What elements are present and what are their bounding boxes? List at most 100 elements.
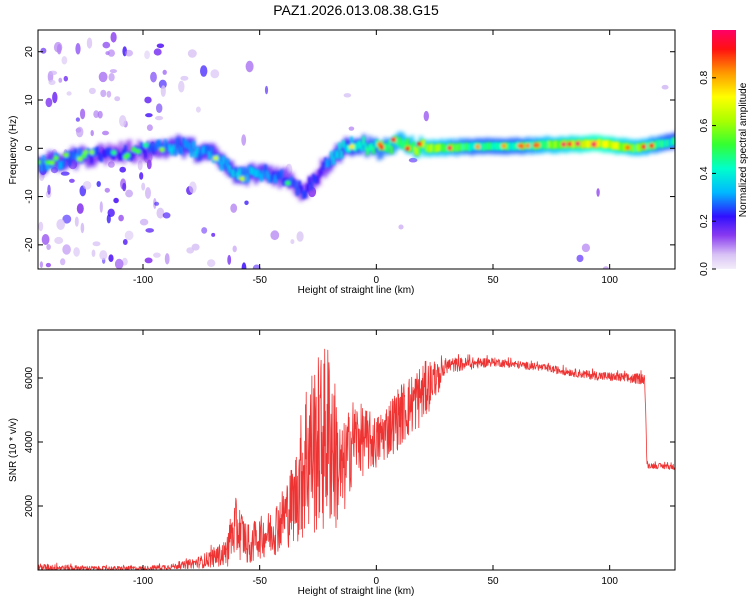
spectrogram-ridge-halo-cell xyxy=(128,139,132,156)
spectrogram-noise-blob xyxy=(139,172,144,180)
spectrogram-ridge-cell xyxy=(646,141,649,150)
spectrogram-noise-blob xyxy=(119,166,126,173)
spectrogram-ridge-cell xyxy=(312,173,315,182)
spectrogram-ridge-halo-cell xyxy=(278,172,282,189)
spectrogram-ridge-cell xyxy=(444,144,447,153)
spectrogram-ridge-cell xyxy=(440,143,443,152)
spectrogram-ridge-cell xyxy=(620,142,623,151)
spectrogram-noise-blob xyxy=(110,32,117,43)
spectrogram-ridge-cell xyxy=(240,167,243,176)
spectrogram-ridge-cell xyxy=(622,143,625,152)
spectrogram-ridge-cell xyxy=(124,145,127,153)
spectrogram-ridge-cell xyxy=(246,174,249,183)
spectrogram-ridge-cell xyxy=(148,144,151,153)
spectrogram-noise-blob xyxy=(62,244,71,255)
spectrogram-ridge-cell xyxy=(438,143,441,152)
spectrogram-ridge-cell xyxy=(616,141,619,150)
spectrogram-ridge-cell xyxy=(154,143,157,152)
spectrogram-noise-blob xyxy=(180,75,189,81)
spectrogram-ridge-cell xyxy=(604,140,607,149)
spectrogram-ridge-cell xyxy=(374,140,377,149)
spectrogram-noise-blob xyxy=(156,43,165,49)
spectrogram-noise-blob xyxy=(82,181,92,190)
spectrogram-noise-blob xyxy=(343,93,352,98)
spectrogram-ridge-cell xyxy=(596,139,599,148)
spectrogram-y-axis-label: Frequency (Hz) xyxy=(8,116,19,185)
spectrogram-ridge-cell xyxy=(388,140,391,148)
spectrogram-ridge-cell xyxy=(250,166,253,175)
spectrogram-ridge-cell xyxy=(662,139,665,148)
spectrogram-ridge-cell xyxy=(304,190,307,198)
spectrogram-ridge-peak xyxy=(135,149,141,154)
spectrogram-noise-blob xyxy=(154,201,160,206)
spectrogram-ridge-cell xyxy=(510,142,513,151)
spectrogram-ridge-halo-cell xyxy=(98,143,102,160)
spectrogram-noise-blob xyxy=(99,250,108,261)
spectrogram-noise-blob xyxy=(74,216,79,227)
spectrogram-noise-blob xyxy=(114,258,124,269)
spectrogram-ridge-cell xyxy=(606,139,609,148)
spectrogram-ridge-peak xyxy=(111,150,117,156)
spectrogram-noise-blob xyxy=(139,218,149,226)
spectrogram-noise-blob xyxy=(69,178,75,183)
spectrogram-ridge-cell xyxy=(164,139,167,148)
spectrogram-ridge-cell xyxy=(310,182,313,191)
spectrogram-ridge-cell xyxy=(472,142,475,151)
spectrogram-ridge-peak xyxy=(649,143,655,149)
spectrogram-ridge-cell xyxy=(342,140,345,149)
spectrogram-ridge-peak xyxy=(125,152,131,158)
spectrogram-ridge-peak xyxy=(49,160,55,166)
spectrogram-noise-blob xyxy=(211,232,216,237)
snr-series-line xyxy=(38,348,675,570)
spectrogram-ridge-halo-cell xyxy=(65,152,69,169)
spectrogram-noise-blob xyxy=(39,261,44,268)
spectrogram-ridge-cell xyxy=(416,147,419,156)
spectrogram-ridge-cell xyxy=(60,161,63,170)
spectrogram-ridge-cell xyxy=(556,140,559,149)
spectrogram-ridge-cell xyxy=(226,158,229,167)
spectrogram-noise-blob xyxy=(106,90,112,98)
spectrogram-noise-blob xyxy=(188,181,197,194)
spectrogram-ridge-cell xyxy=(194,149,197,158)
spectrogram-ridge-cell xyxy=(668,138,671,147)
spectrogram-noise-blob xyxy=(48,79,56,86)
spectrogram-ridge-cell xyxy=(338,142,341,151)
spectrogram-ridge-cell xyxy=(330,151,333,160)
spectrogram-ridge-cell xyxy=(554,140,557,149)
spectrogram-y-tick-label: 0 xyxy=(24,145,35,151)
spectrogram-ridge-cell xyxy=(326,159,329,168)
spectrogram-ridge-cell xyxy=(262,169,265,178)
spectrogram-noise-blob xyxy=(47,184,51,195)
spectrogram-ridge-cell xyxy=(514,142,517,151)
spectrogram-ridge-cell xyxy=(426,144,429,152)
spectrogram-noise-blob xyxy=(76,203,84,214)
spectrogram-noise-blob xyxy=(137,160,143,171)
spectrogram-ridge-cell xyxy=(158,139,161,148)
spectrogram-ridge-cell xyxy=(614,141,617,150)
snr-x-axis-label: Height of straight line (km) xyxy=(298,586,415,597)
spectrogram-ridge-cell xyxy=(406,138,409,147)
spectrogram-ridge-cell xyxy=(492,142,495,151)
spectrogram-ridge-cell xyxy=(70,151,73,160)
spectrogram-noise-blob xyxy=(162,212,171,219)
snr-x-tick-label: -100 xyxy=(133,576,153,587)
spectrogram-ridge-cell xyxy=(328,159,331,168)
spectrogram-ridge-cell xyxy=(550,140,553,149)
chart-title: PAZ1.2026.013.08.38.G15 xyxy=(273,2,439,18)
snr-x-tick-label: -50 xyxy=(252,576,267,587)
spectrogram-ridge-cell xyxy=(636,143,639,152)
spectrogram-ridge-cell xyxy=(362,136,365,145)
spectrogram-ridge-peak xyxy=(405,146,411,151)
spectrogram-noise-blob xyxy=(162,69,167,75)
spectrogram-noise-blob xyxy=(53,41,63,53)
spectrogram-ridge-peak xyxy=(83,149,89,155)
spectrogram-ridge-peak xyxy=(535,142,541,148)
spectrogram-ridge-cell xyxy=(218,156,221,165)
spectrogram-noise-blob xyxy=(118,214,124,222)
spectrogram-ridge-cell xyxy=(410,144,413,152)
spectrogram-ridge-halo-cell xyxy=(140,145,144,162)
spectrogram-ridge-peak xyxy=(641,144,647,150)
spectrogram-ridge-cell xyxy=(552,141,555,150)
spectrogram-ridge-peak xyxy=(53,155,59,161)
spectrogram-noise-blob xyxy=(40,47,47,54)
